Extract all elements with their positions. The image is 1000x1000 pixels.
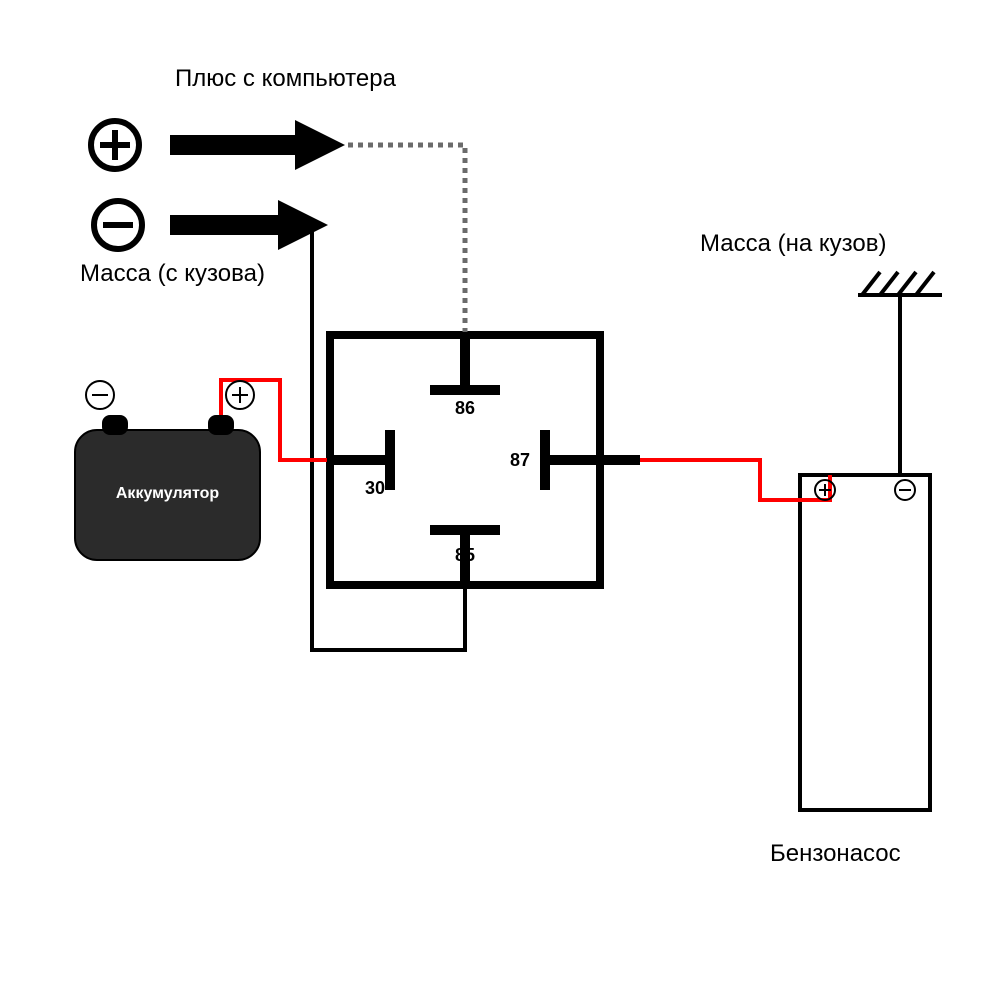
minus-circle-icon: [94, 201, 142, 249]
pin-label-30: 30: [365, 478, 385, 499]
relay-pin-86: [430, 335, 500, 390]
pin-label-85: 85: [455, 545, 475, 566]
battery-plus-icon: [226, 381, 254, 409]
label-fuel-pump: Бензонасос: [770, 840, 901, 868]
relay-pin-87: [545, 430, 600, 490]
label-computer-plus: Плюс с компьютера: [175, 65, 396, 93]
pin-label-87: 87: [510, 450, 530, 471]
label-ground-to-body: Масса (на кузов): [700, 230, 886, 258]
fuel-pump: [800, 475, 930, 810]
battery-minus-icon: [86, 381, 114, 409]
ground-symbol: [858, 272, 942, 475]
pump-minus-icon: [895, 480, 915, 500]
label-ground-from-body: Масса (с кузова): [80, 260, 265, 288]
label-battery: Аккумулятор: [75, 485, 260, 503]
arrow-minus: [170, 200, 328, 250]
wire-87-to-pump: [604, 460, 830, 500]
wire-computer-plus: [348, 145, 465, 332]
arrow-plus: [170, 120, 345, 170]
plus-circle-icon: [91, 121, 139, 169]
pin-label-86: 86: [455, 398, 475, 419]
